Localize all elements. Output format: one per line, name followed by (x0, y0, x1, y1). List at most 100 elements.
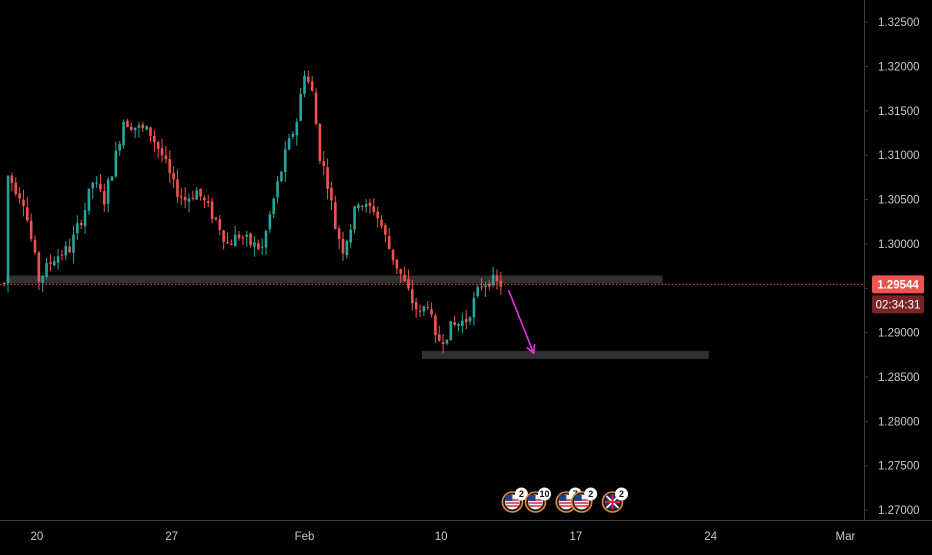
candle-body (434, 315, 437, 336)
candle-body (461, 320, 464, 326)
candle-body (480, 286, 483, 288)
candle-body (257, 243, 260, 249)
economic-event-marker[interactable]: 2 (570, 487, 598, 513)
candle-body (453, 322, 456, 326)
candle-body (403, 274, 406, 282)
candle-body (391, 249, 395, 261)
candle-body (79, 223, 83, 226)
x-tick-label: 10 (435, 531, 448, 543)
candle-body (33, 239, 37, 253)
candle-body (206, 201, 210, 203)
candle-body (472, 297, 476, 318)
us-flag-icon (574, 494, 590, 510)
candle-body (287, 138, 291, 150)
candle-body (52, 261, 56, 266)
candle-body (314, 92, 318, 125)
candle-body (322, 161, 326, 167)
candle-body (291, 133, 295, 137)
candle-body (441, 342, 445, 345)
candle-body (476, 287, 480, 297)
forecast-arrow-head (526, 344, 536, 355)
candle-body (176, 179, 179, 197)
candle-body (360, 206, 364, 208)
y-tick-label: 1.29000 (878, 328, 920, 340)
candle-body (399, 268, 403, 275)
event-count-badge (514, 487, 528, 501)
flag-canton (574, 495, 582, 501)
candle-body (160, 148, 164, 156)
event-count-badge (615, 487, 628, 501)
candle-body (14, 182, 18, 194)
x-tick-label: 27 (165, 531, 178, 543)
candle-body (126, 120, 129, 128)
candle-body (260, 246, 264, 248)
candle-body (83, 209, 87, 227)
candle-body (368, 202, 372, 207)
y-tick-label: 1.28000 (878, 416, 920, 428)
economic-event-marker[interactable]: 10 (524, 487, 552, 513)
candle-body (210, 201, 214, 219)
candle-body (114, 150, 118, 177)
candle-body (430, 309, 433, 315)
candle-body (253, 242, 256, 247)
candle-body (56, 256, 60, 263)
forecast-arrow-shaft (507, 289, 535, 354)
candle-body (145, 126, 148, 130)
candle-body (464, 319, 468, 323)
x-tick-label: 24 (704, 531, 717, 543)
candle-body (164, 155, 168, 159)
candle-body (468, 317, 472, 322)
candle-body (203, 197, 206, 201)
candle-body (187, 198, 191, 202)
candle-body (372, 206, 376, 212)
candles-layer (2, 70, 503, 354)
candle-body (245, 234, 249, 237)
candle-body (87, 188, 91, 211)
candle-body (384, 225, 387, 235)
flag-canton (528, 495, 536, 501)
candle-body (99, 183, 102, 190)
candle-body (334, 202, 337, 229)
support-resistance-zone (6, 275, 663, 284)
candle-body (180, 196, 183, 198)
candle-body (484, 285, 487, 288)
candle-body (218, 219, 222, 230)
candle-body (49, 262, 52, 265)
us-flag-icon (558, 494, 574, 510)
candle-body (153, 136, 156, 143)
y-tick-label: 1.27000 (878, 505, 920, 517)
candle-body (491, 274, 495, 286)
x-tick-label: Mar (836, 531, 856, 543)
candle-body (195, 190, 198, 200)
zones-layer (6, 275, 709, 359)
candle-body (183, 196, 187, 201)
candle-body (268, 214, 272, 230)
candle-body (272, 198, 275, 215)
candle-body (168, 158, 172, 174)
candle-body (414, 301, 418, 310)
candle-body (60, 254, 64, 256)
candle-body (133, 127, 137, 131)
candle-body (191, 197, 195, 199)
candle-body (457, 324, 460, 326)
candle-body (45, 262, 48, 277)
support-resistance-zone (421, 350, 709, 359)
candle-body (310, 81, 314, 91)
economic-event-marker[interactable]: 2 (501, 487, 528, 513)
candle-body (64, 245, 68, 256)
candle-body (364, 203, 368, 208)
candle-body (237, 234, 241, 239)
candle-body (445, 339, 449, 344)
candle-body (103, 191, 106, 205)
candle-body (387, 235, 391, 250)
economic-event-marker[interactable]: 2 (601, 487, 629, 513)
y-tick-label: 1.28500 (878, 372, 920, 384)
event-count: 2 (588, 489, 593, 499)
candle-body (95, 182, 98, 184)
candle-body (68, 246, 71, 253)
axes-layer: 1.32500 1.32000 1.31500 1.31000 1.30500 1.300… (0, 0, 932, 543)
candle-body (172, 172, 175, 180)
candle-body (437, 334, 441, 341)
candle-body (199, 188, 202, 197)
